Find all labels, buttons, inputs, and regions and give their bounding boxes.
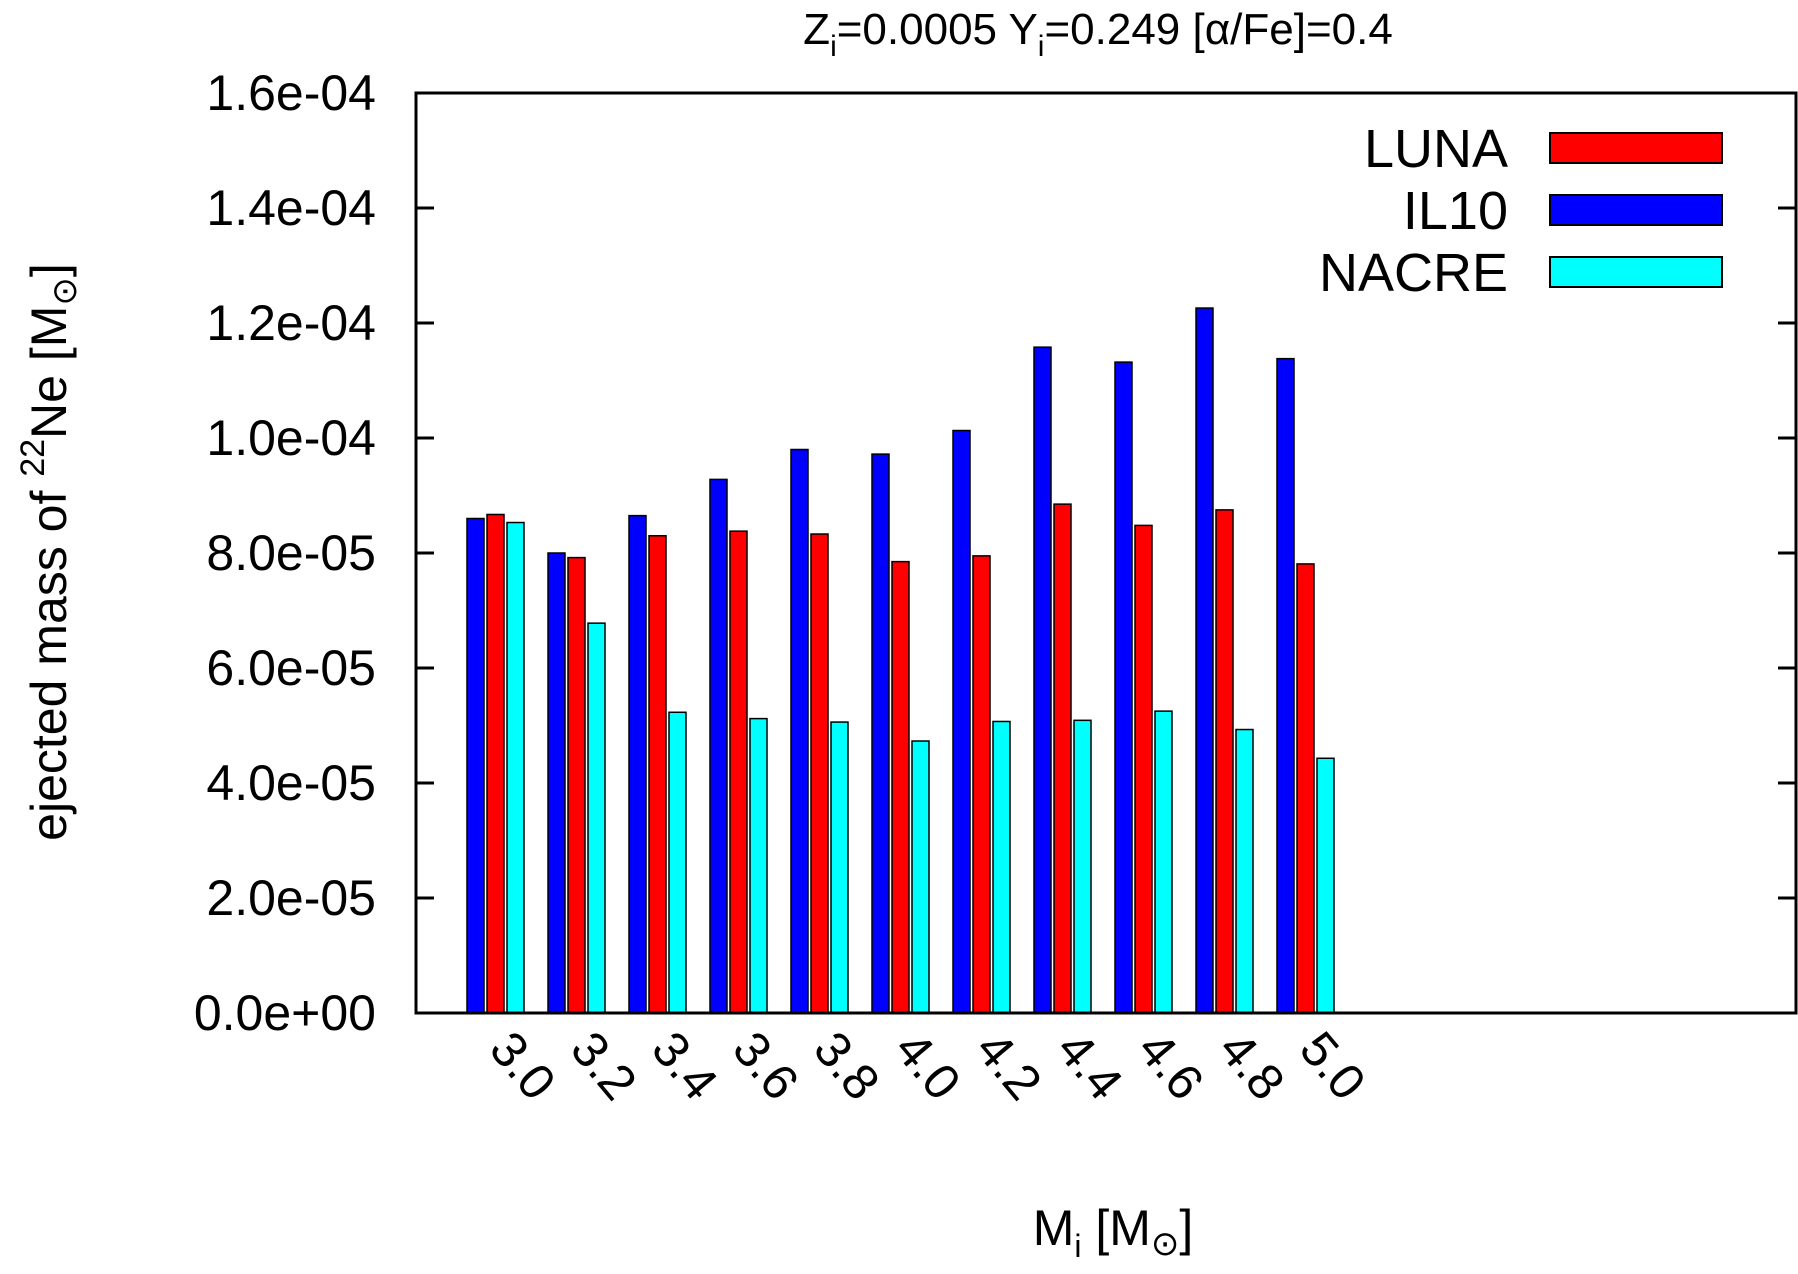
bar-luna-4-8 bbox=[1215, 509, 1234, 1014]
bar-il10-4-8 bbox=[1195, 307, 1214, 1014]
bar-il10-3-8 bbox=[790, 448, 809, 1014]
bar-luna-4-2 bbox=[972, 555, 991, 1014]
y-tick-label: 6.0e-05 bbox=[206, 640, 376, 696]
bar-luna-3-2 bbox=[567, 556, 586, 1014]
bar-luna-4-4 bbox=[1053, 503, 1072, 1014]
bar-il10-4-0 bbox=[871, 453, 890, 1014]
y-tick-label: 1.4e-04 bbox=[206, 180, 376, 236]
bar-il10-4-2 bbox=[952, 429, 971, 1014]
plot-frame bbox=[414, 91, 1798, 1015]
bar-nacre-3-2 bbox=[587, 622, 606, 1014]
y-axis-ticks: 0.0e+00 2.0e-05 4.0e-05 6.0e-05 8.0e-05 1.0e-… bbox=[194, 65, 1796, 1041]
legend-swatch-il10 bbox=[1549, 194, 1723, 226]
legend-swatch-luna bbox=[1549, 132, 1723, 164]
bar-il10-4-6 bbox=[1114, 361, 1133, 1014]
chart-title: Zi=0.0005 Yi=0.249 [α/Fe]=0.4 bbox=[803, 5, 1393, 63]
bar-nacre-4-6 bbox=[1154, 710, 1173, 1014]
legend-label-nacre: NACRE bbox=[1319, 243, 1508, 303]
bar-nacre-4-4 bbox=[1073, 719, 1092, 1014]
bar-nacre-5-0 bbox=[1316, 757, 1335, 1014]
bar-luna-4-6 bbox=[1134, 524, 1153, 1014]
legend-swatch-nacre bbox=[1549, 256, 1723, 288]
bar-nacre-3-8 bbox=[830, 721, 849, 1014]
bar-il10-3-6 bbox=[709, 478, 728, 1014]
bar-nacre-4-8 bbox=[1235, 728, 1254, 1014]
bar-luna-3-0 bbox=[486, 513, 505, 1014]
y-tick-label: 8.0e-05 bbox=[206, 525, 376, 581]
bar-luna-5-0 bbox=[1296, 563, 1315, 1014]
bar-nacre-4-2 bbox=[992, 720, 1011, 1014]
x-axis-title: Mi [M⊙] bbox=[1033, 1200, 1194, 1264]
y-tick-label: 4.0e-05 bbox=[206, 755, 376, 811]
bars-layer bbox=[466, 307, 1335, 1014]
bar-nacre-3-4 bbox=[668, 711, 687, 1014]
y-tick-label: 1.6e-04 bbox=[206, 65, 376, 121]
x-axis-ticks: 3.03.23.43.63.84.04.24.44.64.85.0 bbox=[479, 1021, 1377, 1110]
legend-label-luna: LUNA bbox=[1364, 119, 1508, 179]
y-tick-label: 1.0e-04 bbox=[206, 410, 376, 466]
bar-luna-3-8 bbox=[810, 533, 829, 1014]
y-tick-label: 0.0e+00 bbox=[194, 985, 376, 1041]
bar-il10-3-2 bbox=[547, 552, 566, 1014]
bar-il10-3-0 bbox=[466, 517, 485, 1014]
bar-il10-5-0 bbox=[1276, 357, 1295, 1014]
y-tick-label: 2.0e-05 bbox=[206, 870, 376, 926]
bar-il10-4-4 bbox=[1033, 346, 1052, 1014]
y-tick-label: 1.2e-04 bbox=[206, 295, 376, 351]
bar-nacre-3-0 bbox=[506, 521, 525, 1014]
legend-label-il10: IL10 bbox=[1403, 181, 1508, 241]
bar-il10-3-4 bbox=[628, 514, 647, 1014]
bar-nacre-3-6 bbox=[749, 717, 768, 1014]
bar-luna-3-6 bbox=[729, 530, 748, 1014]
y-axis-title: ejected mass of 22Ne [M⊙] bbox=[14, 263, 84, 841]
bar-luna-3-4 bbox=[648, 535, 667, 1014]
bar-nacre-4-0 bbox=[911, 740, 930, 1014]
bar-luna-4-0 bbox=[891, 560, 910, 1014]
